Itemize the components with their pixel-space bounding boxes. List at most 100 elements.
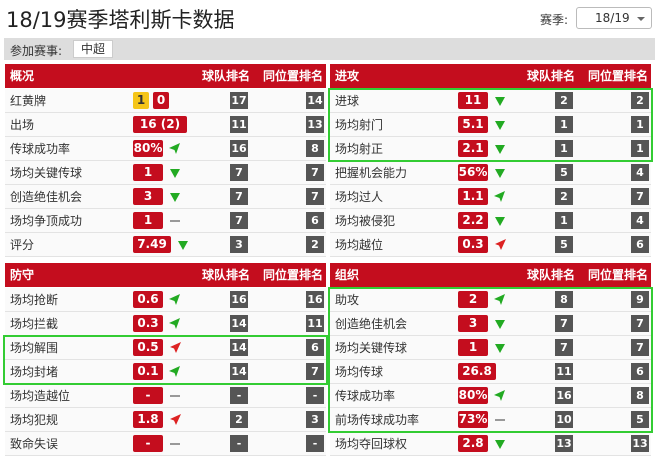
season-select[interactable]: 18/19 bbox=[576, 7, 652, 29]
team-rank: 1 bbox=[555, 212, 573, 229]
stat-label: 传球成功率 bbox=[335, 389, 396, 403]
stat-label: 场均夺回球权 bbox=[335, 437, 408, 451]
stat-row bbox=[5, 209, 326, 233]
stat-label: 助攻 bbox=[335, 293, 360, 307]
stat-label: 场均越位 bbox=[335, 238, 384, 252]
trend-icon bbox=[495, 217, 505, 226]
position-rank: - bbox=[306, 387, 324, 404]
trend-icon bbox=[170, 395, 180, 397]
stat-row bbox=[5, 185, 326, 209]
position-rank: 11 bbox=[306, 315, 324, 332]
position-rank: 8 bbox=[306, 140, 324, 157]
season-label: 赛季: bbox=[540, 13, 569, 27]
stat-value: 56% bbox=[458, 164, 488, 181]
stat-label: 场均抢断 bbox=[10, 293, 59, 307]
stat-value: 1.8 bbox=[133, 411, 163, 428]
position-rank: 6 bbox=[306, 212, 324, 229]
stat-value: 2.2 bbox=[458, 212, 488, 229]
trend-shape bbox=[170, 443, 180, 445]
position-rank: 8 bbox=[631, 387, 649, 404]
stat-row bbox=[5, 408, 326, 432]
position-rank: 1 bbox=[631, 140, 649, 157]
stat-value: 11 bbox=[458, 92, 488, 109]
team-rank: 5 bbox=[555, 236, 573, 253]
stat-label: 进球 bbox=[335, 94, 360, 108]
trend-icon bbox=[495, 419, 505, 421]
position-rank: 7 bbox=[631, 339, 649, 356]
stat-row bbox=[330, 384, 651, 408]
panel-title: 组织 bbox=[335, 268, 360, 282]
competition-button[interactable]: 中超 bbox=[73, 40, 113, 58]
stat-row bbox=[330, 137, 651, 161]
panel-title: 进攻 bbox=[335, 69, 360, 83]
stat-value: 0.5 bbox=[133, 339, 163, 356]
trend-shape bbox=[495, 440, 505, 449]
trend-icon bbox=[169, 366, 180, 377]
stat-label: 场均犯规 bbox=[10, 413, 59, 427]
team-rank: 3 bbox=[230, 236, 248, 253]
stat-row bbox=[5, 161, 326, 185]
stat-label: 场均过人 bbox=[335, 190, 384, 204]
stat-label: 创造绝佳机会 bbox=[335, 317, 408, 331]
filter-label: 参加赛事: bbox=[10, 44, 63, 58]
trend-shape bbox=[494, 390, 505, 401]
col-pos: 同位置排名 bbox=[263, 69, 324, 83]
stat-row bbox=[330, 113, 651, 137]
stat-row bbox=[330, 161, 651, 185]
panel-title: 防守 bbox=[10, 268, 35, 282]
position-rank: 9 bbox=[631, 291, 649, 308]
trend-icon bbox=[495, 169, 505, 178]
team-rank: 14 bbox=[230, 363, 248, 380]
trend-icon bbox=[495, 97, 505, 106]
stat-label: 创造绝佳机会 bbox=[10, 190, 83, 204]
stat-row bbox=[330, 336, 651, 360]
position-rank: 4 bbox=[631, 212, 649, 229]
team-rank: 7 bbox=[230, 164, 248, 181]
stat-label: 传球成功率 bbox=[10, 142, 71, 156]
team-rank: 16 bbox=[230, 140, 248, 157]
stat-value: 1 bbox=[458, 339, 488, 356]
stat-label: 红黄牌 bbox=[10, 94, 47, 108]
col-team: 球队排名 bbox=[527, 268, 576, 282]
col-team: 球队排名 bbox=[202, 69, 251, 83]
team-rank: 7 bbox=[230, 212, 248, 229]
trend-icon bbox=[495, 145, 505, 154]
trend-shape bbox=[495, 217, 505, 226]
trend-icon bbox=[170, 169, 180, 178]
stat-label: 评分 bbox=[10, 238, 35, 252]
team-rank: 14 bbox=[230, 315, 248, 332]
stat-value: 0.6 bbox=[133, 291, 163, 308]
trend-icon bbox=[170, 443, 180, 445]
position-rank: 6 bbox=[631, 236, 649, 253]
stat-value: 2.8 bbox=[458, 435, 488, 452]
team-rank: 17 bbox=[230, 92, 248, 109]
yellow-card: 1 bbox=[133, 92, 149, 109]
position-rank: 1 bbox=[631, 116, 649, 133]
stat-value: 0.3 bbox=[458, 236, 488, 253]
position-rank: 14 bbox=[306, 92, 324, 109]
trend-shape bbox=[170, 169, 180, 178]
position-rank: 5 bbox=[631, 411, 649, 428]
stat-label: 场均传球 bbox=[335, 365, 384, 379]
trend-icon bbox=[495, 320, 505, 329]
stat-value: 16 (2) bbox=[133, 116, 187, 133]
highlight-box bbox=[328, 287, 653, 433]
team-rank: 5 bbox=[555, 164, 573, 181]
stat-value: 2.1 bbox=[458, 140, 488, 157]
trend-shape bbox=[169, 143, 180, 154]
filter-bar bbox=[4, 38, 655, 60]
trend-icon bbox=[495, 121, 505, 130]
team-rank: 11 bbox=[555, 363, 573, 380]
col-pos: 同位置排名 bbox=[588, 69, 649, 83]
trend-shape bbox=[495, 419, 505, 421]
col-team: 球队排名 bbox=[527, 69, 576, 83]
team-rank: 1 bbox=[555, 140, 573, 157]
stat-value: 80% bbox=[133, 140, 163, 157]
panel-header bbox=[330, 263, 651, 287]
col-pos: 同位置排名 bbox=[263, 268, 324, 282]
trend-shape bbox=[169, 294, 180, 305]
stat-row bbox=[330, 209, 651, 233]
stat-row bbox=[5, 384, 326, 408]
panel-header bbox=[5, 263, 326, 287]
stat-row bbox=[5, 432, 326, 456]
